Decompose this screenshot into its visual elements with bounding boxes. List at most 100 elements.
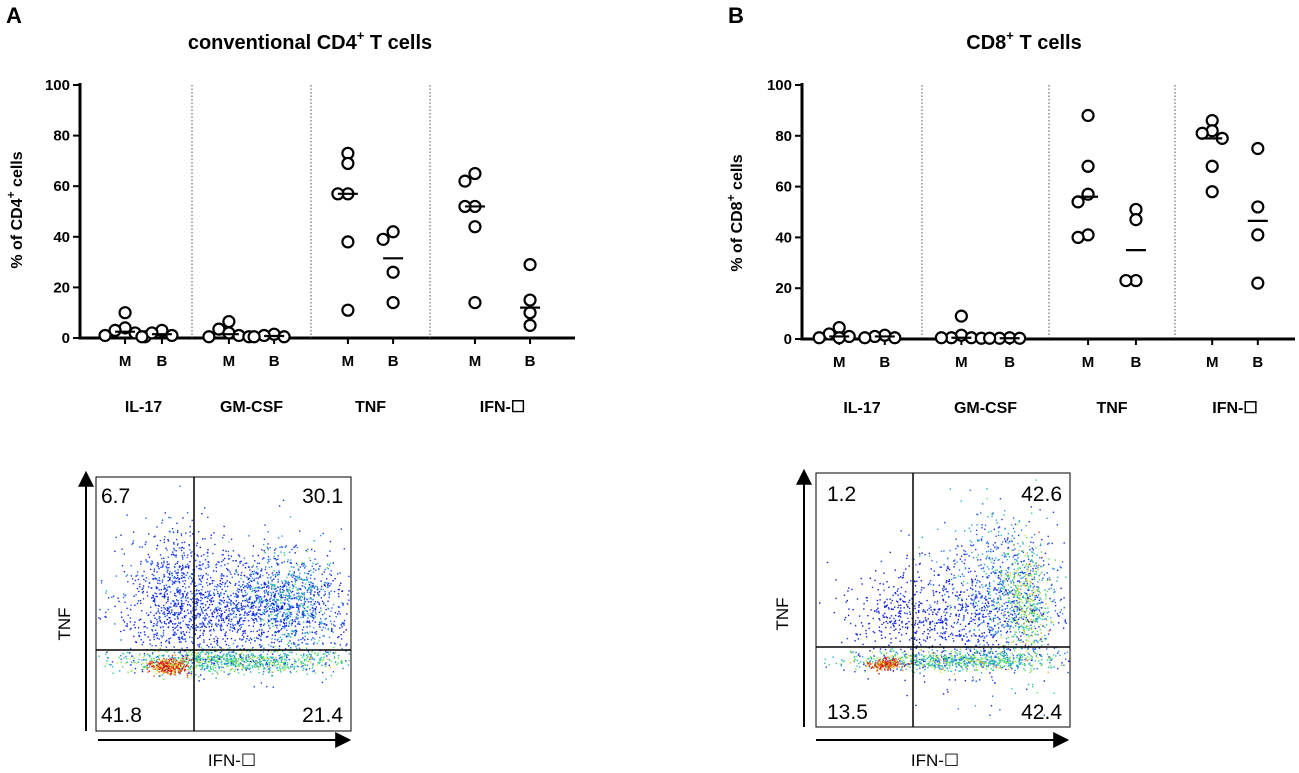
flow-event	[247, 655, 250, 658]
flow-event	[107, 657, 110, 659]
data-point	[523, 318, 537, 332]
flow-event	[1027, 598, 1029, 600]
flow-event	[253, 570, 255, 573]
flow-event	[1046, 590, 1049, 593]
flow-event	[338, 606, 341, 608]
flow-event	[268, 566, 270, 569]
flow-event	[201, 665, 203, 667]
flow-event	[294, 630, 296, 632]
flow-event	[229, 673, 231, 675]
flow-event	[201, 513, 203, 515]
flow-event	[971, 524, 973, 526]
flow-event	[197, 626, 199, 628]
flow-event	[181, 564, 184, 566]
flow-event	[206, 582, 208, 584]
flow-event	[1043, 714, 1045, 716]
flow-event	[168, 616, 170, 619]
flow-event	[324, 584, 326, 586]
flow-event	[975, 609, 977, 612]
flow-event	[160, 622, 163, 624]
flow-event	[156, 571, 158, 573]
flow-event	[179, 671, 181, 673]
flow-event	[190, 626, 192, 628]
flow-event	[992, 633, 995, 635]
flow-event	[163, 672, 165, 674]
flow-event	[140, 639, 142, 641]
flow-event	[146, 664, 148, 667]
flow-event	[282, 621, 285, 624]
flow-event	[218, 656, 221, 658]
flow-event	[271, 653, 274, 655]
flow-plot-a: TNF IFN-☐ 6.7 30.1 41.8 21.4	[55, 470, 352, 770]
flow-event	[994, 614, 996, 617]
flow-event	[272, 585, 275, 587]
flow-event	[288, 610, 290, 612]
flow-event	[300, 616, 302, 619]
flow-event	[151, 644, 153, 647]
flow-event	[1004, 540, 1007, 542]
flow-event	[179, 672, 181, 674]
data-point	[1251, 200, 1265, 214]
flow-event	[304, 663, 306, 666]
flow-event	[176, 577, 178, 580]
flow-event	[990, 705, 993, 707]
flow-event	[991, 561, 993, 563]
flow-event	[213, 659, 216, 661]
flow-event	[205, 662, 207, 664]
flow-event	[212, 659, 215, 661]
flow-event	[235, 665, 238, 667]
flow-event	[242, 638, 244, 640]
flow-event	[293, 606, 295, 608]
flow-event	[241, 652, 244, 654]
flow-event	[272, 686, 274, 688]
flow-event	[323, 612, 326, 614]
flow-event	[174, 672, 176, 675]
flow-event	[168, 659, 171, 662]
flow-event	[123, 621, 126, 623]
flow-event	[161, 522, 163, 524]
flow-event	[254, 587, 257, 589]
flow-event	[261, 601, 263, 603]
flow-event	[998, 577, 1001, 579]
flow-event	[195, 602, 198, 604]
flow-event	[955, 635, 957, 637]
flow-event	[169, 673, 171, 675]
flow-event	[163, 607, 165, 609]
flow-event	[968, 595, 970, 597]
flow-event	[292, 576, 294, 578]
flow-event	[174, 603, 177, 605]
flow-event	[255, 577, 257, 579]
flow-event	[178, 591, 180, 594]
flow-event	[167, 539, 169, 541]
flow-event	[143, 570, 145, 573]
flow-event	[207, 607, 209, 609]
flow-event	[298, 643, 300, 646]
flow-event	[175, 550, 177, 552]
flow-event	[253, 662, 256, 664]
flow-event	[1005, 578, 1008, 580]
flow-event	[259, 654, 261, 657]
flow-event	[208, 565, 210, 568]
flow-event	[990, 530, 993, 532]
flow-event	[236, 646, 238, 648]
flow-event	[141, 643, 143, 646]
flow-event	[120, 534, 122, 536]
flow-event	[242, 657, 244, 659]
flow-event	[1014, 600, 1016, 602]
flow-event	[292, 643, 295, 645]
flow-event	[1022, 576, 1025, 579]
flow-event	[234, 624, 236, 626]
flow-event	[198, 564, 200, 566]
flow-event	[226, 638, 229, 640]
flow-event	[312, 571, 315, 573]
flow-event	[248, 660, 250, 663]
flow-event	[184, 597, 187, 599]
flow-event	[221, 650, 223, 652]
flow-event	[207, 516, 209, 518]
flow-event	[190, 618, 192, 621]
flow-event	[276, 609, 278, 612]
flow-event	[180, 569, 183, 571]
flow-event	[1021, 577, 1024, 579]
flow-event	[179, 661, 182, 663]
flow-event	[197, 637, 199, 640]
